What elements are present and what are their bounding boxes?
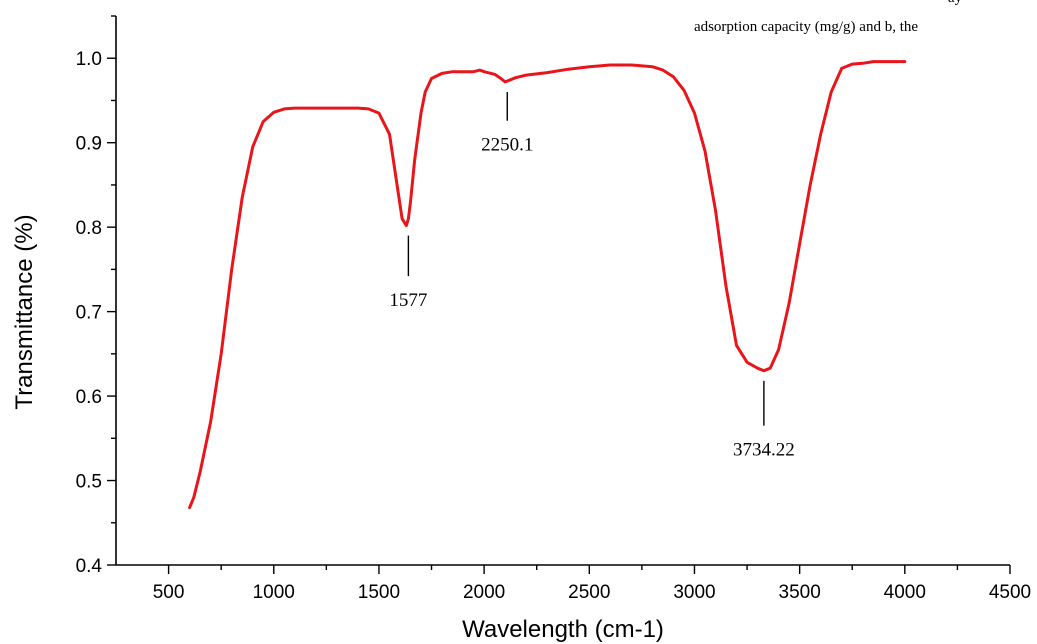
y-tick-label: 0.4 — [76, 556, 103, 577]
y-tick-label: 0.8 — [76, 218, 102, 239]
x-tick-label: 1500 — [358, 582, 400, 603]
y-axis: 0.4 0.5 0.6 0.7 0.8 0.9 1.0 — [76, 15, 117, 577]
peak-annotations: 1577 2250.1 3734.22 — [389, 92, 795, 461]
x-axis-title: Wavelength (cm-1) — [462, 616, 664, 643]
spectrum-line — [188, 60, 907, 510]
x-tick-label: 4500 — [989, 582, 1031, 603]
x-tick-label: 3500 — [779, 582, 821, 603]
y-axis-title: Transmittance (%) — [11, 214, 38, 409]
y-tick-label: 0.5 — [76, 472, 102, 493]
x-tick-label: 500 — [153, 582, 185, 603]
x-tick-label: 1000 — [253, 582, 295, 603]
x-tick-label: 2500 — [568, 582, 610, 603]
x-axis: 500 1000 1500 2000 2500 3000 3500 4000 4500 — [116, 564, 1031, 603]
peak-label: 3734.22 — [733, 440, 795, 461]
clipped-caption-line-1: ay — [948, 0, 963, 6]
x-tick-label: 2000 — [463, 582, 505, 603]
x-tick-label: 4000 — [884, 582, 926, 603]
y-tick-label: 0.9 — [76, 134, 102, 155]
plot-area — [188, 60, 907, 510]
y-tick-label: 0.6 — [76, 387, 102, 408]
peak-label: 1577 — [389, 290, 427, 311]
y-tick-label: 0.7 — [76, 303, 102, 324]
y-tick-label: 1.0 — [76, 49, 102, 70]
clipped-caption-line-2: adsorption capacity (mg/g) and b, the — [694, 19, 918, 35]
x-tick-label: 3000 — [673, 582, 715, 603]
peak-label: 2250.1 — [481, 135, 533, 156]
